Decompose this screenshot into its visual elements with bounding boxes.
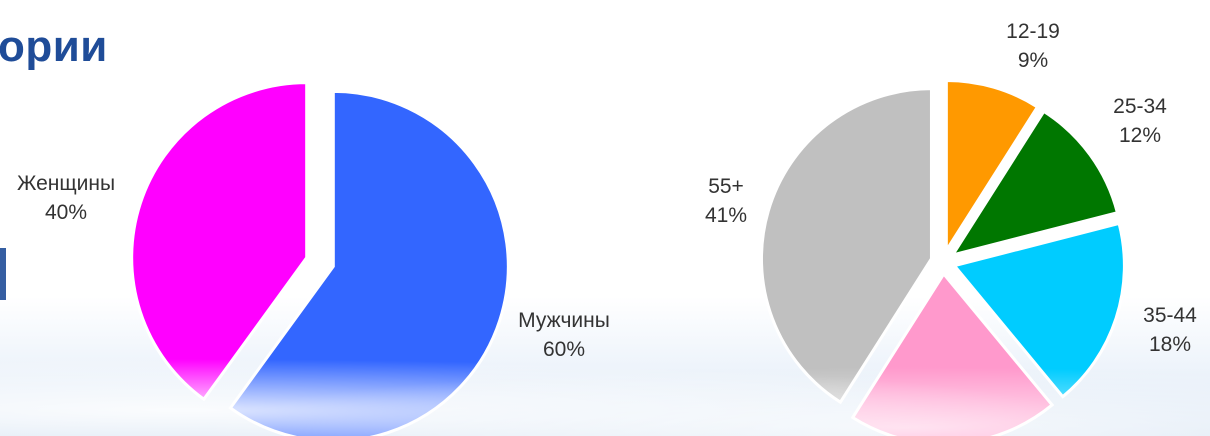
slice-label: 12-19 <box>1006 20 1060 43</box>
gender-pie-chart: Мужчины 60% Женщины 40% <box>17 83 610 436</box>
age-pie-chart: 12-19 9% 25-34 12% 35-44 18% 55+ 41% <box>705 20 1197 436</box>
slice-percent-label: 9% <box>1018 49 1048 72</box>
slice-label: 55+ <box>708 175 744 198</box>
slice-percent-label: 40% <box>45 201 87 224</box>
slice-label: 35-44 <box>1143 304 1197 327</box>
slice-percent-label: 41% <box>705 204 747 227</box>
slice-percent-label: 18% <box>1149 333 1191 356</box>
slice-label: Мужчины <box>518 309 610 332</box>
slice-label: Женщины <box>17 172 115 195</box>
slice-label: 25-34 <box>1113 95 1167 118</box>
slice-percent-label: 12% <box>1119 124 1161 147</box>
slice-percent-label: 60% <box>543 338 585 361</box>
